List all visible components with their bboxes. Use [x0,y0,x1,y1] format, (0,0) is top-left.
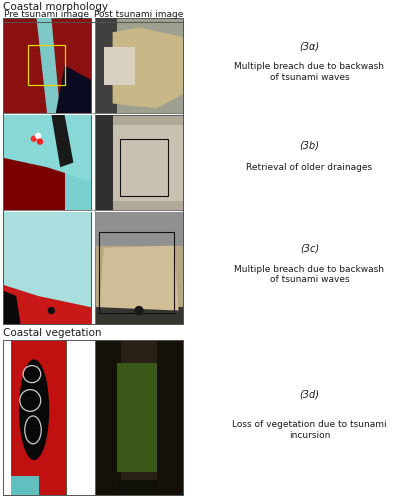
Polygon shape [52,115,73,167]
Bar [95,115,112,210]
Bar [104,46,135,84]
Bar [95,340,183,495]
Bar [3,212,91,324]
Polygon shape [3,290,20,324]
Bar [95,212,183,246]
Text: Multiple breach due to backwash
of tsunami waves: Multiple breach due to backwash of tsuna… [234,62,384,82]
Bar [3,22,183,324]
Text: (3c): (3c) [300,244,319,254]
Bar [120,138,168,196]
Text: Coastal morphology: Coastal morphology [3,2,108,12]
Circle shape [135,306,143,314]
Polygon shape [36,18,60,113]
Bar [95,18,183,113]
Bar [11,340,66,495]
Bar [3,148,65,210]
Text: Loss of vegetation due to tsunami
incursion: Loss of vegetation due to tsunami incurs… [232,420,387,440]
Text: Multiple breach due to backwash
of tsunami waves: Multiple breach due to backwash of tsuna… [234,265,384,284]
Text: Post tsunami image: Post tsunami image [94,10,184,19]
Circle shape [36,134,41,138]
Circle shape [38,139,43,144]
Polygon shape [112,28,183,108]
Circle shape [48,308,54,314]
Bar [3,115,91,210]
Bar [95,307,183,324]
Polygon shape [56,66,91,113]
Text: (3d): (3d) [299,389,319,399]
Bar [28,44,65,84]
Text: (3α): (3α) [299,42,319,51]
Text: Coastal vegetation: Coastal vegetation [3,328,101,338]
Polygon shape [3,212,91,307]
Bar [95,340,121,495]
Polygon shape [3,115,91,182]
Circle shape [31,136,36,141]
Bar [99,232,174,313]
Bar [95,212,183,324]
Ellipse shape [19,360,49,460]
Text: Retrieval of older drainages: Retrieval of older drainages [247,163,373,172]
Bar [95,18,117,113]
Bar [117,480,157,495]
Text: Pre tsunami image: Pre tsunami image [4,10,90,19]
Polygon shape [99,246,179,310]
Bar [117,363,157,472]
Bar [11,476,38,495]
Bar [3,340,183,495]
Bar [3,18,91,113]
Text: (3b): (3b) [299,140,319,150]
Bar [157,340,183,495]
Bar [95,115,183,210]
Bar [112,124,183,200]
